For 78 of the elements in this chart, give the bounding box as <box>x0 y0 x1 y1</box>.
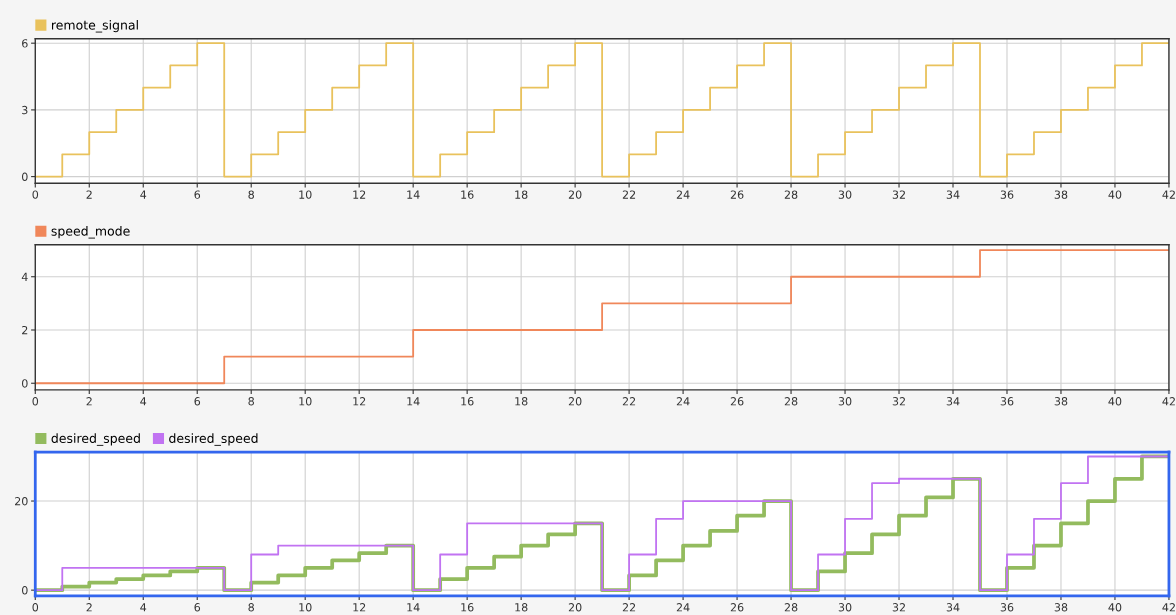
x-tick-label: 10 <box>299 603 312 612</box>
x-tick-label: 32 <box>892 190 905 199</box>
x-tick-label: 20 <box>568 603 582 612</box>
x-tick-label: 2 <box>86 190 92 199</box>
y-tick-label: 3 <box>22 105 28 115</box>
x-tick-label: 36 <box>1000 190 1014 199</box>
x-tick-label: 14 <box>407 190 420 199</box>
x-tick-label: 16 <box>461 397 474 406</box>
x-tick-label: 34 <box>946 603 960 612</box>
x-tick-label: 38 <box>1054 397 1068 406</box>
x-tick-label: 22 <box>622 397 636 406</box>
y-tick-label: 0 <box>22 379 28 388</box>
x-tick-label: 22 <box>622 190 636 199</box>
x-tick-label: 12 <box>353 603 366 612</box>
legend-label: speed_mode <box>51 226 130 239</box>
x-tick-label: 18 <box>515 603 528 612</box>
x-tick-label: 10 <box>299 397 312 406</box>
x-tick-label: 2 <box>86 397 92 406</box>
x-tick-label: 40 <box>1108 397 1122 406</box>
y-tick-label: 2 <box>22 325 28 335</box>
x-tick-label: 12 <box>353 190 366 199</box>
x-tick-label: 6 <box>194 397 201 406</box>
x-tick-label: 22 <box>622 603 636 612</box>
y-tick-label: 0 <box>22 172 28 181</box>
x-tick-label: 28 <box>784 603 798 612</box>
y-tick-label: 4 <box>21 272 28 281</box>
x-tick-label: 16 <box>461 190 474 199</box>
x-tick-label: 20 <box>568 397 582 406</box>
x-tick-label: 40 <box>1108 603 1122 612</box>
x-tick-label: 0 <box>32 190 39 199</box>
y-tick-label: 6 <box>22 39 28 48</box>
x-tick-label: 36 <box>1000 397 1014 406</box>
x-tick-label: 2 <box>86 603 92 612</box>
x-tick-label: 4 <box>140 397 147 406</box>
x-tick-label: 14 <box>407 397 420 406</box>
x-tick-label: 32 <box>892 397 905 406</box>
x-tick-label: 26 <box>730 397 744 406</box>
x-tick-label: 8 <box>248 190 254 199</box>
y-tick-label: 20 <box>15 497 28 506</box>
x-tick-label: 16 <box>461 603 474 612</box>
x-tick-label: 34 <box>946 190 960 199</box>
x-tick-label: 28 <box>784 190 798 199</box>
x-tick-label: 36 <box>1000 603 1014 612</box>
x-tick-label: 6 <box>194 190 201 199</box>
x-tick-label: 38 <box>1054 603 1068 612</box>
x-tick-label: 30 <box>838 603 852 612</box>
x-tick-label: 24 <box>676 603 690 612</box>
x-tick-label: 24 <box>676 190 690 199</box>
x-tick-label: 0 <box>32 397 39 406</box>
legend-label: desired_speed <box>51 433 140 446</box>
x-tick-label: 14 <box>407 603 420 612</box>
x-tick-label: 40 <box>1108 190 1122 199</box>
x-tick-label: 42 <box>1162 603 1175 612</box>
x-tick-label: 42 <box>1162 190 1175 199</box>
x-tick-label: 6 <box>194 603 201 612</box>
x-tick-label: 8 <box>248 603 254 612</box>
x-tick-label: 30 <box>838 190 852 199</box>
x-tick-label: 20 <box>568 190 582 199</box>
y-tick-label: 0 <box>22 586 28 595</box>
x-tick-label: 4 <box>140 603 147 612</box>
x-tick-label: 32 <box>892 603 905 612</box>
x-tick-label: 28 <box>784 397 798 406</box>
x-tick-label: 12 <box>353 397 366 406</box>
x-tick-label: 34 <box>946 397 960 406</box>
x-tick-label: 26 <box>730 603 744 612</box>
legend-label: remote_signal <box>52 20 138 33</box>
x-tick-label: 30 <box>838 397 852 406</box>
x-tick-label: 0 <box>32 603 39 612</box>
x-tick-label: 18 <box>515 190 528 199</box>
x-tick-label: 8 <box>248 397 254 406</box>
x-tick-label: 38 <box>1054 190 1068 199</box>
x-tick-label: 24 <box>676 397 690 406</box>
x-tick-label: 26 <box>730 190 744 199</box>
x-tick-label: 42 <box>1162 397 1175 406</box>
x-tick-label: 18 <box>515 397 528 406</box>
legend-label: desired_speed <box>169 433 258 446</box>
x-tick-label: 10 <box>299 190 312 199</box>
x-tick-label: 4 <box>140 190 147 199</box>
